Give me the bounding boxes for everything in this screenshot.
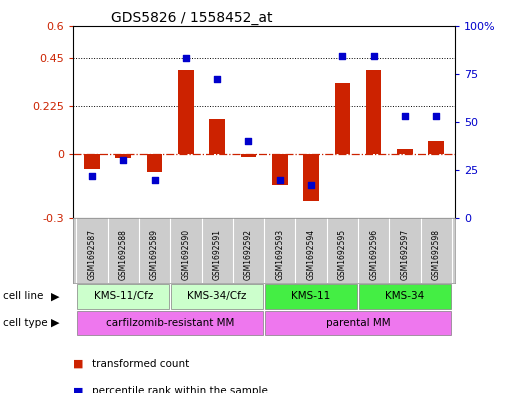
Text: GSM1692587: GSM1692587 [87,229,97,280]
Point [213,76,221,83]
Bar [397,149,413,154]
Text: GSM1692596: GSM1692596 [369,229,378,280]
Text: GSM1692597: GSM1692597 [401,229,410,280]
Text: GDS5826 / 1558452_at: GDS5826 / 1558452_at [111,11,273,24]
Bar [428,141,444,154]
Text: KMS-34/Cfz: KMS-34/Cfz [187,291,247,301]
Text: GSM1692589: GSM1692589 [150,229,159,280]
Text: GSM1692588: GSM1692588 [119,229,128,280]
Text: KMS-34: KMS-34 [385,291,425,301]
Point [88,173,96,179]
Bar [147,154,163,172]
Text: GSM1692598: GSM1692598 [431,229,441,280]
Point [369,53,378,59]
Bar [178,70,194,154]
Point [307,182,315,189]
Point [401,113,409,119]
Text: GSM1692592: GSM1692592 [244,229,253,280]
Text: transformed count: transformed count [92,359,189,369]
Point [432,113,440,119]
Point [338,53,347,59]
Bar [265,311,451,335]
Text: KMS-11/Cfz: KMS-11/Cfz [94,291,153,301]
Point [119,157,128,163]
Point [244,138,253,144]
Text: ■: ■ [73,359,84,369]
Text: KMS-11: KMS-11 [291,291,331,301]
Text: cell line: cell line [3,291,43,301]
Text: percentile rank within the sample: percentile rank within the sample [92,386,267,393]
Point [151,176,159,183]
Bar [303,154,319,201]
Text: GSM1692594: GSM1692594 [306,229,315,280]
Bar [359,284,451,309]
Text: GSM1692593: GSM1692593 [275,229,285,280]
Text: ▶: ▶ [51,318,59,328]
Bar [265,284,357,309]
Text: GSM1692591: GSM1692591 [213,229,222,280]
Text: ▶: ▶ [51,291,59,301]
Text: ■: ■ [73,386,84,393]
Bar [241,154,256,157]
Bar [171,284,263,309]
Point [181,55,190,61]
Bar [272,154,288,185]
Text: carfilzomib-resistant MM: carfilzomib-resistant MM [106,318,234,328]
Bar [335,83,350,154]
Text: cell type: cell type [3,318,47,328]
Point [276,176,284,183]
Bar [77,311,263,335]
Text: GSM1692590: GSM1692590 [181,229,190,280]
Text: GSM1692595: GSM1692595 [338,229,347,280]
Bar [77,284,169,309]
Text: parental MM: parental MM [326,318,390,328]
Bar [84,154,100,169]
Bar [209,119,225,154]
Bar [366,70,381,154]
Bar [116,154,131,158]
